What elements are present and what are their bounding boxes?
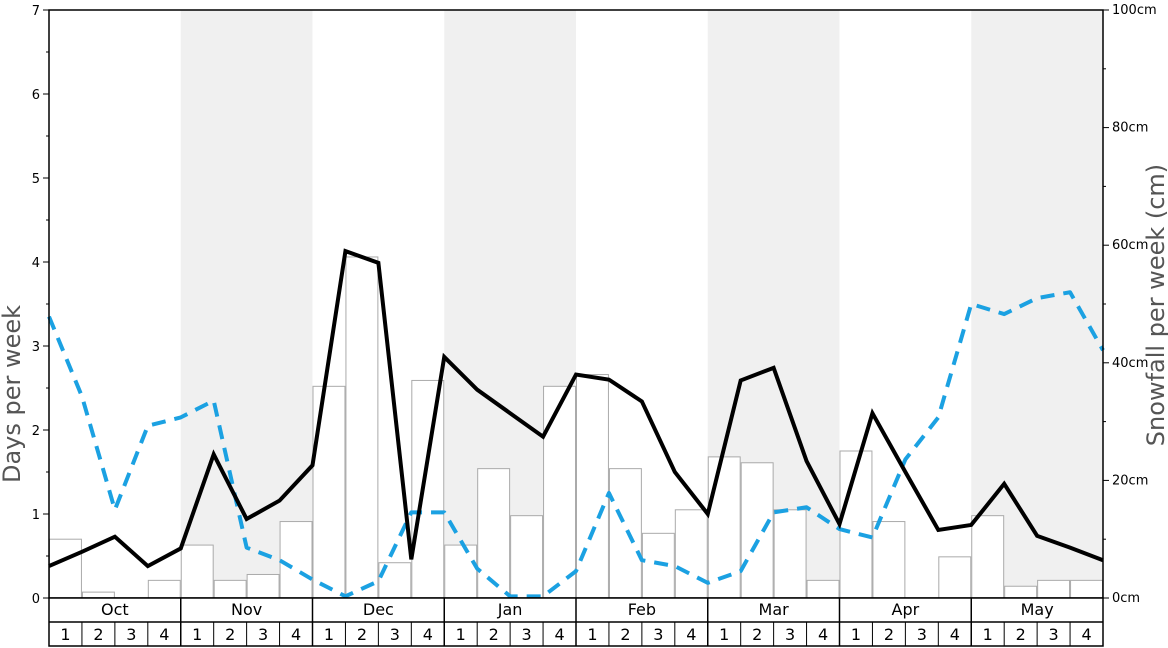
right-tick-label: 80cm	[1112, 121, 1148, 136]
week-label: 2	[357, 625, 367, 644]
week-label: 1	[587, 625, 597, 644]
snowfall-bar	[246, 573, 280, 599]
week-label: 4	[291, 625, 301, 644]
snowfall-bar	[1004, 585, 1038, 599]
week-label: 4	[950, 625, 960, 644]
week-label: 2	[1016, 625, 1026, 644]
left-tick-label: 3	[32, 340, 40, 355]
snowfall-bars	[49, 256, 1103, 599]
week-label: 3	[1049, 625, 1059, 644]
month-label-may: May	[1021, 600, 1054, 619]
week-label: 1	[456, 625, 466, 644]
snowfall-bar	[81, 591, 115, 599]
month-label-oct: Oct	[101, 600, 129, 619]
right-tick-label: 40cm	[1112, 356, 1148, 371]
snowfall-bar	[608, 468, 642, 599]
left-tick-label: 5	[32, 172, 40, 187]
left-tick-label: 7	[32, 4, 40, 19]
left-tick-label: 2	[32, 424, 40, 439]
month-band-nov	[180, 10, 313, 598]
week-label: 4	[554, 625, 564, 644]
week-label: 3	[390, 625, 400, 644]
week-label: 2	[225, 625, 235, 644]
left-tick-label: 0	[32, 592, 40, 607]
snowfall-bar	[773, 509, 807, 599]
snowfall-bar	[411, 379, 445, 599]
week-label: 2	[620, 625, 630, 644]
snowfall-bar	[740, 462, 774, 599]
week-label: 4	[1081, 625, 1091, 644]
week-label: 3	[653, 625, 663, 644]
snowfall-bar	[147, 579, 181, 599]
left-tick-label: 1	[32, 508, 40, 523]
week-label: 1	[719, 625, 729, 644]
right-axis-title: Snowfall per week (cm)	[1142, 164, 1168, 446]
week-label: 3	[522, 625, 532, 644]
week-label: 4	[818, 625, 828, 644]
week-label: 3	[785, 625, 795, 644]
week-label: 1	[851, 625, 861, 644]
snowfall-bar	[971, 515, 1005, 599]
month-label-dec: Dec	[363, 600, 394, 619]
week-label: 2	[752, 625, 762, 644]
month-label-nov: Nov	[231, 600, 262, 619]
snowfall-bar	[312, 385, 346, 599]
week-label: 4	[423, 625, 433, 644]
solid-series-line	[48, 248, 1104, 569]
month-band-may	[971, 10, 1103, 598]
chart-lines	[47, 248, 1105, 599]
week-label: 4	[159, 625, 169, 644]
week-label: 1	[983, 625, 993, 644]
snowfall-bar	[510, 515, 544, 599]
week-label: 2	[489, 625, 499, 644]
week-label: 4	[686, 625, 696, 644]
right-tick-label: 20cm	[1112, 473, 1148, 488]
week-label: 3	[258, 625, 268, 644]
chart-axes	[43, 9, 1109, 647]
snowfall-bar	[641, 532, 675, 599]
week-label: 2	[93, 625, 103, 644]
snowfall-bar	[444, 544, 478, 599]
snowfall-bar	[213, 579, 247, 599]
left-tick-label: 4	[32, 256, 40, 271]
snowfall-bar	[279, 521, 313, 599]
snowfall-bar	[180, 544, 214, 599]
week-label: 3	[126, 625, 136, 644]
snowfall-bar	[576, 374, 609, 599]
month-label-jan: Jan	[497, 600, 523, 619]
snowfall-bar	[872, 521, 906, 599]
week-label: 1	[60, 625, 70, 644]
snowfall-bar	[345, 256, 379, 599]
snowfall-bar	[49, 538, 82, 599]
week-label: 1	[324, 625, 334, 644]
right-tick-label: 60cm	[1112, 238, 1148, 253]
snowfall-bar	[1070, 579, 1103, 599]
week-label: 3	[917, 625, 927, 644]
left-axis-title: Days per week	[0, 305, 26, 483]
chart-labels: 0 1 2 3 4 5 6 7 0cm 20cm 40cm 60cm 80cm 100cm Days per…	[0, 3, 1168, 644]
snowfall-bar	[938, 556, 972, 599]
snowfall-bar	[674, 509, 708, 599]
week-label: 1	[192, 625, 202, 644]
dashed-series-line	[47, 290, 1105, 599]
month-label-mar: Mar	[759, 600, 790, 619]
month-label-feb: Feb	[628, 600, 656, 619]
snowfall-bar	[806, 579, 840, 599]
snowfall-bar	[477, 468, 511, 599]
right-tick-label: 100cm	[1112, 3, 1157, 18]
snowfall-bar	[1037, 579, 1071, 599]
left-tick-label: 6	[32, 88, 40, 103]
right-tick-label: 0cm	[1112, 591, 1140, 606]
week-label: 2	[884, 625, 894, 644]
month-label-apr: Apr	[892, 600, 920, 619]
snowfall-bar	[543, 385, 576, 599]
